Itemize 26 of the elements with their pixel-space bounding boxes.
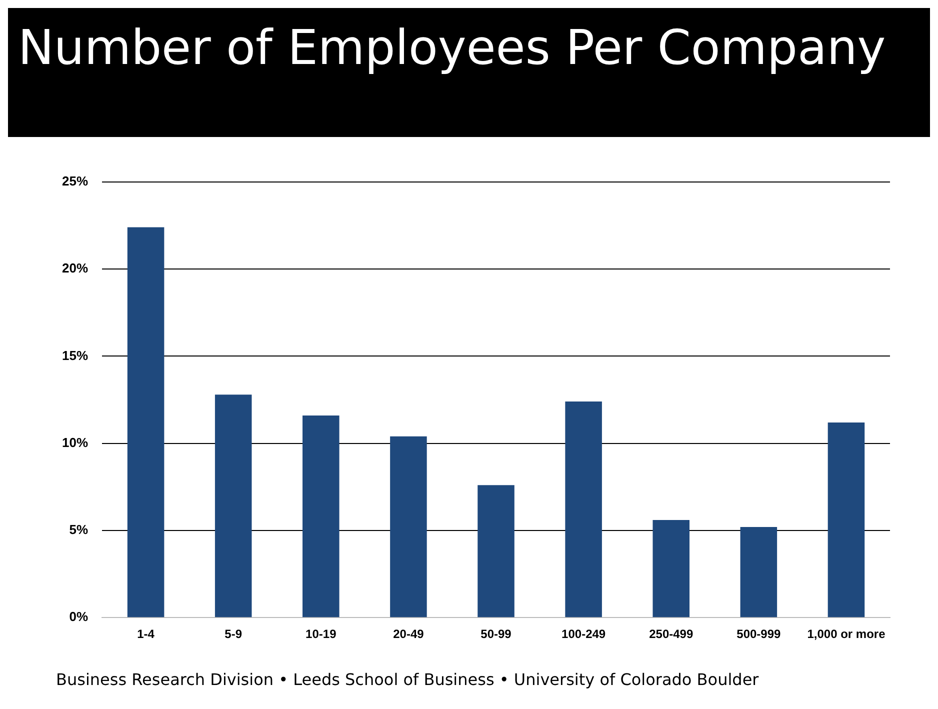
- y-tick-label: 15%: [62, 348, 88, 363]
- x-tick-label: 10-19: [306, 627, 337, 642]
- y-tick-label: 5%: [69, 522, 88, 538]
- bar: [740, 526, 778, 618]
- text: Business Research Division • Leeds School of Business • University of Colorado Boulder: [55, 669, 760, 689]
- bar: [302, 415, 340, 618]
- x-tick-label: 1-4: [137, 627, 155, 642]
- x-tick-label: 250-499: [649, 627, 694, 642]
- x-tick-label: 5-9: [224, 627, 242, 642]
- y-tick-label: 20%: [62, 260, 88, 276]
- x-tick-label: 50-99: [480, 627, 512, 642]
- bar: [127, 227, 164, 618]
- x-tick-label: 500-999: [736, 627, 782, 642]
- bar: [828, 422, 865, 618]
- bar: [478, 485, 514, 618]
- y-tick-label: 0%: [69, 609, 88, 624]
- bar: [214, 394, 252, 618]
- bar: [390, 436, 427, 618]
- y-tick-label: 10%: [62, 434, 88, 450]
- x-tick-label: 100-249: [562, 627, 606, 642]
- x-tick-label: 20-49: [393, 627, 424, 642]
- bar: [652, 520, 690, 618]
- chart-title: Number of Employees Per Company: [8, 8, 930, 137]
- x-tick-label: 1,000 or more: [807, 627, 886, 642]
- bar: [565, 402, 602, 618]
- y-tick-label: 25%: [62, 174, 88, 189]
